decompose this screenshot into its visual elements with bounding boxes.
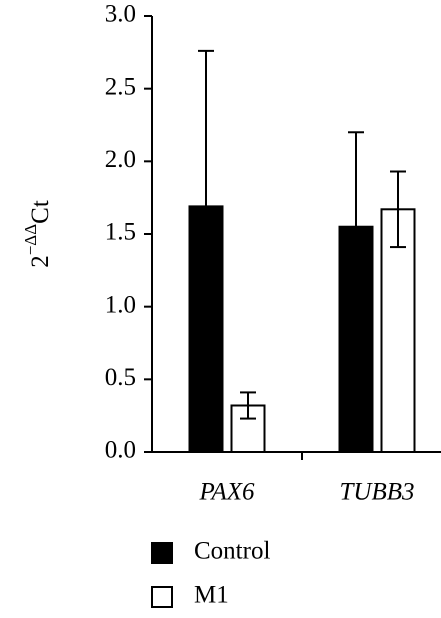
bar	[338, 225, 374, 453]
y-label-suffix: Ct	[27, 200, 54, 224]
error-bar	[348, 131, 364, 323]
legend-swatch	[151, 542, 173, 564]
legend-label: M1	[194, 582, 229, 609]
y-tick-label: 0.5	[105, 364, 136, 391]
y-tick-label: 2.5	[105, 73, 136, 100]
x-tick-label: PAX6	[198, 479, 255, 506]
error-bar	[198, 49, 214, 363]
error-bar	[390, 170, 406, 249]
y-tick-label: 0.0	[105, 437, 136, 464]
x-tick-label: TUBB3	[340, 479, 415, 506]
y-label-base: 2	[27, 255, 54, 268]
y-tick-label: 2.0	[105, 146, 136, 173]
error-bar	[240, 391, 256, 420]
legend-label: Control	[194, 538, 270, 565]
y-axis-label: 2−ΔΔCt	[21, 200, 54, 268]
y-tick-label: 3.0	[105, 1, 136, 28]
y-tick-label: 1.5	[105, 219, 136, 246]
y-label-sup: −ΔΔ	[21, 224, 40, 256]
legend-swatch	[151, 586, 173, 608]
bar	[380, 208, 416, 453]
y-tick-label: 1.0	[105, 291, 136, 318]
